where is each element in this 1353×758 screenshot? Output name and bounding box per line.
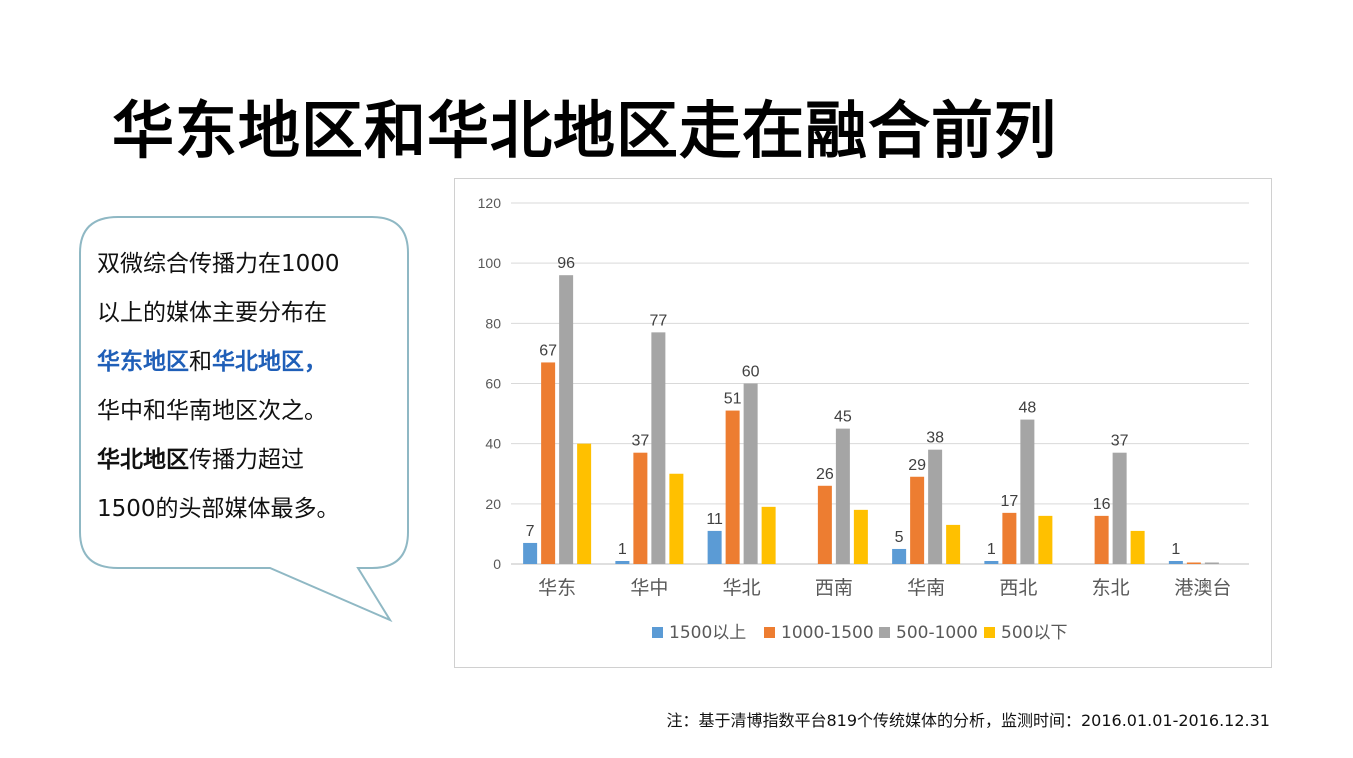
bar-4: [669, 473, 684, 564]
bar-4: [853, 509, 868, 564]
bar-3: [928, 449, 943, 564]
legend-label: 1500以上: [669, 623, 746, 643]
bar-1: [984, 560, 999, 564]
bar-2: [633, 452, 648, 564]
chart-frame: 0 20 40 60 80 100 120 华东 华中 华北 西南 华南 西北 东北 港澳台 7 1 11 5 1 1 6…: [454, 178, 1272, 668]
bar-1: [523, 542, 538, 564]
legend-label: 500以下: [1001, 623, 1067, 643]
bubble-line-4: 华中和华南地区次之。: [97, 398, 327, 424]
bar-3: [835, 428, 850, 564]
x-tick-label: 华北: [723, 577, 761, 599]
y-tick-label: 20: [485, 496, 501, 512]
bubble-line-1: 双微综合传播力在1000: [97, 251, 340, 277]
bubble-line-3: 华东地区和华北地区，: [97, 338, 417, 387]
y-tick-label: 60: [485, 376, 501, 392]
bar-4: [761, 506, 776, 564]
page-title: 华东地区和华北地区走在融合前列: [112, 94, 1058, 167]
bubble-line-5: 华北地区传播力超过: [97, 436, 417, 485]
highlight-huabei: 华北地区，: [212, 349, 327, 375]
bar-1: [707, 530, 722, 564]
legend-swatch: [879, 627, 890, 638]
bar-4: [577, 443, 592, 564]
x-tick-label: 华东: [538, 577, 576, 599]
data-label: 16: [1093, 496, 1111, 513]
data-label: 37: [1111, 433, 1129, 450]
bar-3: [651, 332, 666, 564]
data-label: 45: [834, 409, 852, 426]
legend-label: 1000-1500: [781, 623, 874, 643]
bar-1: [615, 560, 630, 564]
data-label: 60: [742, 364, 760, 381]
bar-2: [817, 485, 832, 564]
data-label: 17: [1000, 493, 1018, 510]
x-tick-label: 华中: [630, 577, 668, 599]
bar-4: [1130, 530, 1145, 564]
bar-4: [1038, 515, 1053, 564]
bubble-line-6: 1500的头部媒体最多。: [97, 496, 340, 522]
bar-2: [541, 362, 556, 564]
bar-1: [892, 548, 907, 564]
legend-swatch: [984, 627, 995, 638]
data-label: 96: [557, 255, 575, 272]
x-tick-label: 西北: [999, 577, 1037, 599]
bar-3: [1112, 452, 1127, 564]
data-label: 1: [987, 541, 996, 558]
legend-swatch: [764, 627, 775, 638]
bar-2: [1094, 515, 1109, 564]
x-tick-label: 西南: [815, 577, 853, 599]
legend-swatch: [652, 627, 663, 638]
legend-label: 500-1000: [896, 623, 978, 643]
data-label: 48: [1018, 400, 1036, 417]
bar-3: [1204, 562, 1219, 564]
data-label: 77: [649, 312, 667, 329]
data-label: 67: [539, 342, 557, 359]
y-tick-label: 80: [485, 315, 501, 331]
data-label: 26: [816, 466, 834, 483]
x-tick-label: 港澳台: [1174, 577, 1231, 599]
bubble-text: 双微综合传播力在1000 以上的媒体主要分布在 华东地区和华北地区， 华中和华南…: [97, 240, 417, 534]
data-label: 38: [926, 430, 944, 447]
bubble-line-5-rest: 传播力超过: [189, 447, 304, 473]
data-label: 11: [706, 511, 723, 528]
bar-2: [910, 476, 925, 564]
bar-4: [946, 524, 961, 564]
y-tick-label: 40: [485, 436, 501, 452]
speech-bubble-shape: [79, 216, 409, 623]
data-label: 1: [1171, 541, 1180, 558]
x-tick-label: 华南: [907, 577, 945, 599]
bar-2: [1002, 512, 1017, 564]
bar-1: [1168, 560, 1183, 564]
data-label: 7: [526, 523, 535, 540]
bar-3: [743, 383, 758, 564]
x-tick-label: 东北: [1092, 577, 1130, 599]
y-tick-label: 120: [478, 195, 502, 211]
data-label: 51: [724, 391, 742, 408]
bar-3: [559, 275, 574, 564]
bar-2: [725, 410, 740, 564]
data-label: 37: [631, 433, 649, 450]
highlight-huadong: 华东地区: [97, 349, 189, 375]
bubble-line-2: 以上的媒体主要分布在: [97, 300, 327, 326]
y-tick-label: 100: [478, 255, 502, 271]
bubble-connector: 和: [189, 349, 212, 375]
y-tick-label: 0: [493, 556, 501, 572]
data-label: 1: [618, 541, 627, 558]
footnote: 注：基于清博指数平台819个传统媒体的分析，监测时间：2016.01.01-20…: [666, 711, 1270, 730]
data-label: 5: [895, 529, 904, 546]
bar-2: [1186, 562, 1201, 564]
data-label: 29: [908, 457, 926, 474]
bar-3: [1020, 419, 1035, 564]
bold-huabei: 华北地区: [97, 447, 189, 473]
